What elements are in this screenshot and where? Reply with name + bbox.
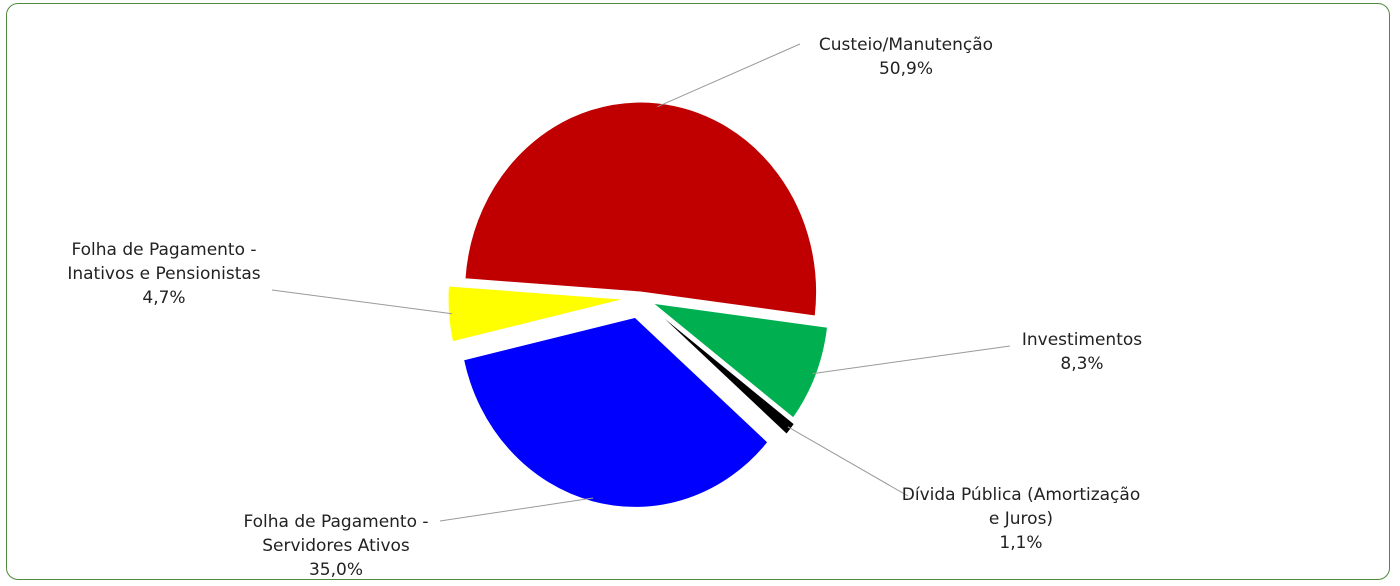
- pie-slice-0: [464, 101, 818, 317]
- data-label-category-2: e Juros): [989, 509, 1053, 529]
- data-label-category-1: Investimentos: [1022, 330, 1142, 350]
- data-label-category-3: Folha de Pagamento -: [243, 512, 428, 532]
- data-label-value-4: 4,7%: [142, 288, 185, 308]
- pie-slices: [447, 101, 829, 508]
- data-label-category-2: Dívida Pública (Amortização: [902, 485, 1140, 505]
- data-label-category-3: Servidores Ativos: [262, 536, 410, 556]
- leader-line-0: [657, 43, 801, 108]
- data-label-value-3: 35,0%: [309, 560, 363, 580]
- leader-line-3: [439, 497, 594, 522]
- pie-slice-3: [462, 316, 769, 508]
- pie-slice-2: [653, 308, 795, 435]
- data-label-value-1: 8,3%: [1060, 354, 1103, 374]
- data-label-category-0: Custeio/Manutenção: [819, 35, 993, 55]
- data-label-category-4: Inativos e Pensionistas: [67, 264, 260, 284]
- leader-line-4: [271, 289, 453, 315]
- leader-lines: [271, 43, 1011, 522]
- data-label-value-0: 50,9%: [879, 59, 933, 79]
- data-label-value-2: 1,1%: [999, 533, 1042, 553]
- leader-line-2: [787, 426, 909, 497]
- pie-slice-1: [651, 302, 829, 419]
- leader-line-1: [812, 345, 1011, 375]
- data-labels: Custeio/Manutenção 50,9% Investimentos 8,3%…: [67, 35, 1142, 580]
- data-label-category-4: Folha de Pagamento -: [71, 240, 256, 260]
- pie-slice-4: [447, 285, 625, 343]
